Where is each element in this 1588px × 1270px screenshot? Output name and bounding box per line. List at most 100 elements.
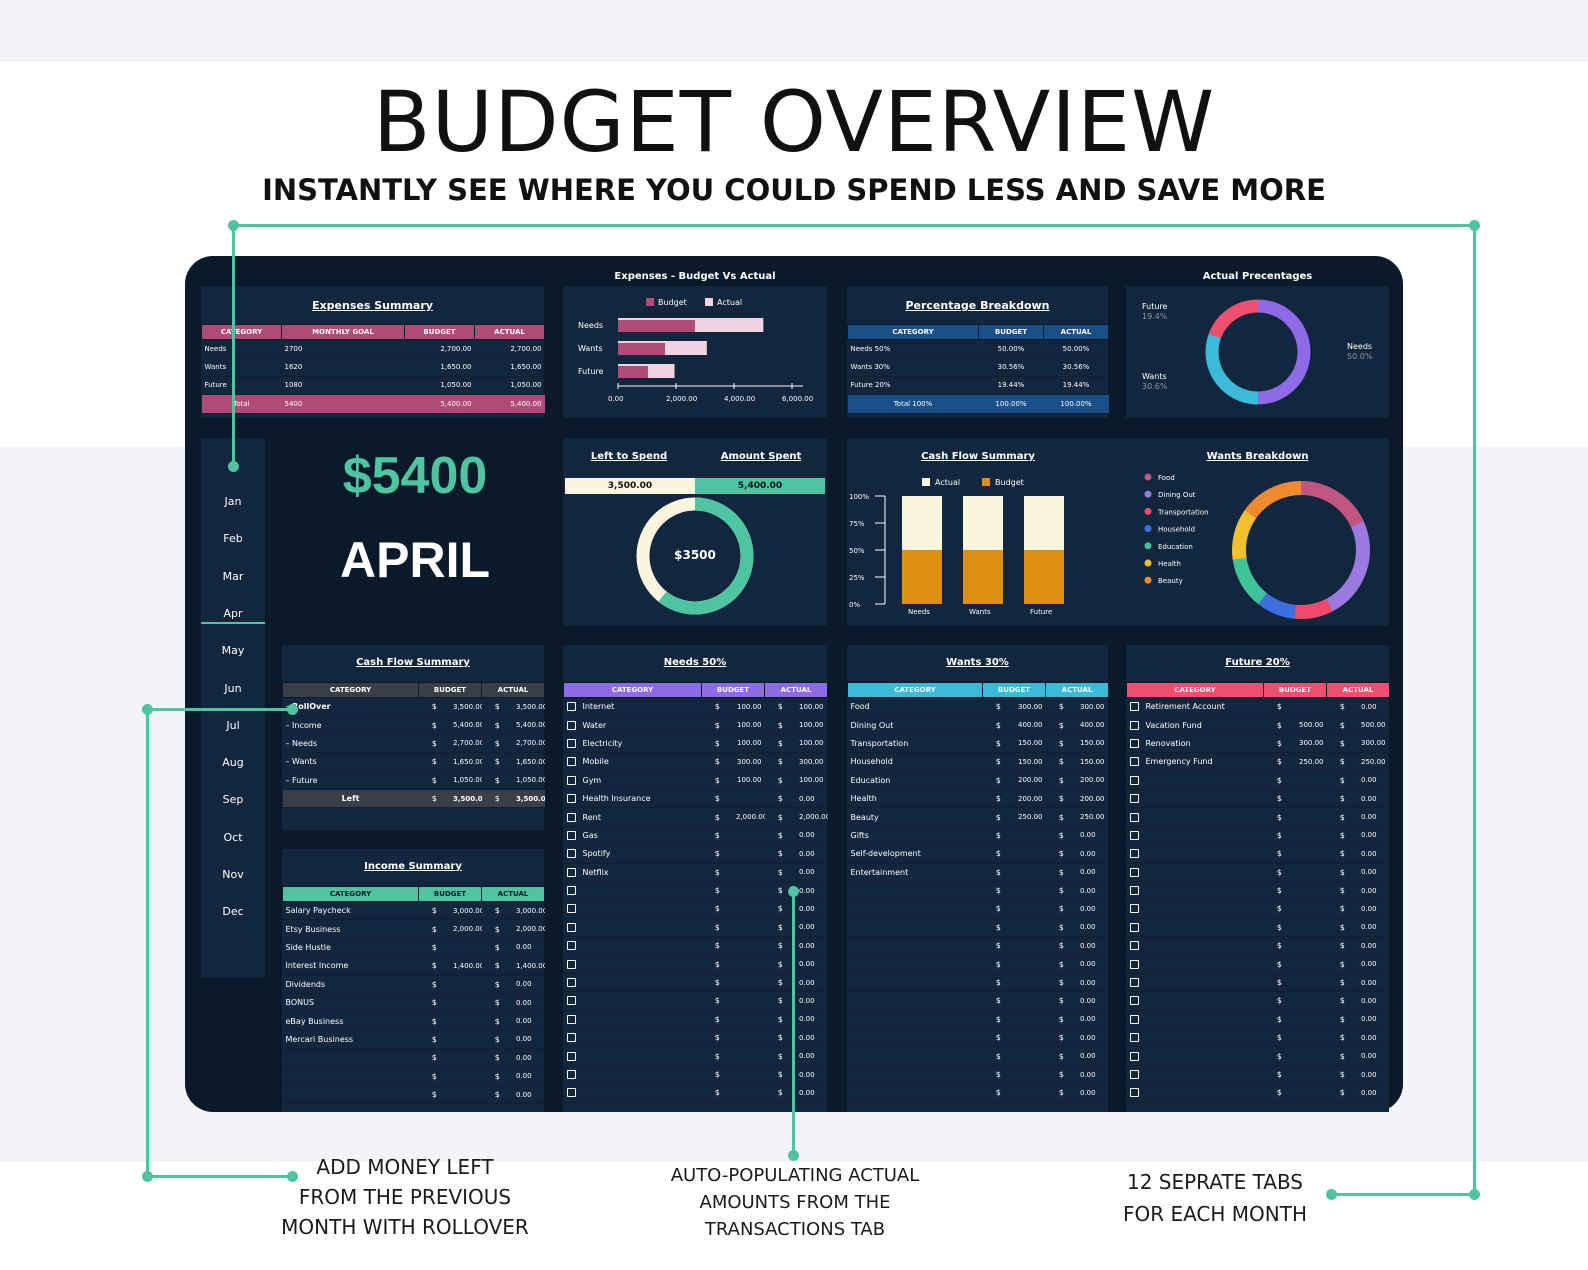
category-label: Mercari Business (285, 1034, 354, 1044)
month-tab-apr[interactable]: Apr (201, 607, 265, 624)
row-checkbox[interactable] (1129, 1033, 1139, 1043)
table-total-row: Total 5400 5,400.00 5,400.00 (201, 394, 545, 414)
row-checkbox[interactable] (1129, 1014, 1139, 1024)
row-checkbox[interactable] (1129, 849, 1139, 859)
category-cell: – Future (282, 771, 419, 790)
month-tab-jul[interactable]: Jul (226, 718, 240, 732)
row-checkbox[interactable] (566, 702, 576, 712)
row-checkbox[interactable] (1129, 941, 1139, 951)
row-checkbox[interactable] (1129, 1070, 1139, 1079)
currency-sign: $ (1263, 752, 1295, 772)
month-tab-sep[interactable]: Sep (222, 793, 244, 807)
row-checkbox[interactable] (1129, 867, 1139, 877)
row-checkbox[interactable] (1129, 922, 1139, 932)
row-checkbox[interactable] (566, 812, 576, 822)
table-row: Wants 30% 30.56% 30.56% (847, 357, 1109, 377)
table-row: $ $0.00 (282, 1085, 545, 1105)
currency-sign: $ (1263, 899, 1295, 919)
currency-sign: $ (764, 1028, 796, 1048)
actual-cell: 0.00 (1358, 771, 1390, 790)
row-checkbox[interactable] (566, 959, 576, 969)
row-checkbox[interactable] (1129, 959, 1139, 969)
budget-cell: 100.00 (733, 715, 765, 735)
actual-cell: 0.00 (1077, 899, 1109, 919)
row-checkbox[interactable] (566, 738, 576, 748)
currency-sign: $ (481, 752, 513, 772)
month-tab-aug[interactable]: Aug (222, 756, 244, 770)
category-cell (563, 1046, 702, 1066)
row-checkbox[interactable] (566, 904, 576, 914)
callout-line: MONTH WITH ROLLOVER (281, 1215, 529, 1239)
legend-dot (1144, 559, 1152, 567)
row-checkbox[interactable] (566, 996, 576, 1006)
currency-sign: $ (481, 1011, 513, 1031)
row-checkbox[interactable] (1129, 1088, 1139, 1098)
row-checkbox[interactable] (1129, 904, 1139, 914)
row-checkbox[interactable] (566, 978, 576, 988)
budget-cell (733, 1010, 765, 1030)
currency-sign: $ (701, 1010, 733, 1030)
page-title: BUDGET OVERVIEW (372, 73, 1216, 171)
budget-cell: 200.00 (1014, 789, 1046, 809)
row-checkbox[interactable] (1129, 757, 1139, 767)
month-tab-may[interactable]: May (221, 644, 245, 658)
row-checkbox[interactable] (1129, 794, 1139, 804)
actual-cell: 0.00 (513, 938, 545, 958)
currency-sign: $ (481, 715, 513, 735)
row-checkbox[interactable] (566, 1051, 576, 1061)
row-checkbox[interactable] (1129, 702, 1139, 712)
row-checkbox[interactable] (566, 1088, 576, 1098)
row-checkbox[interactable] (1129, 720, 1139, 730)
actual-percentages-donut (1205, 299, 1311, 405)
row-checkbox[interactable] (1129, 1051, 1139, 1061)
category-label: Needs (292, 738, 318, 748)
category-cell: Renovation (1126, 734, 1264, 754)
actual-cell: 0.00 (1077, 881, 1109, 901)
row-checkbox[interactable] (566, 1014, 576, 1024)
row-checkbox[interactable] (566, 886, 576, 896)
actual-cell: 0.00 (513, 1048, 545, 1068)
row-checkbox[interactable] (1129, 738, 1139, 748)
row-checkbox[interactable] (566, 849, 576, 859)
row-checkbox[interactable] (1129, 812, 1139, 822)
month-tab-dec[interactable]: Dec (222, 905, 244, 919)
table-row: Future 20% 19.44% 19.44% (847, 376, 1109, 396)
currency-sign: $ (764, 826, 796, 846)
row-checkbox[interactable] (566, 867, 576, 877)
row-checkbox[interactable] (566, 757, 576, 767)
row-checkbox[interactable] (1129, 996, 1139, 1006)
budget-cell: 5,400.00 (450, 715, 482, 735)
table-cell: 1,650.00 (404, 357, 475, 377)
month-tab-jun[interactable]: Jun (224, 681, 242, 695)
row-checkbox[interactable] (566, 830, 576, 840)
row-checkbox[interactable] (1129, 830, 1139, 840)
row-checkbox[interactable] (566, 794, 576, 804)
row-checkbox[interactable] (566, 941, 576, 951)
actual-cell: 0.00 (796, 918, 828, 938)
legend-label: Health (1158, 560, 1181, 568)
ap-pct-wants: 30.6% (1142, 382, 1168, 391)
month-tab-jan[interactable]: Jan (224, 495, 242, 508)
category-cell: Etsy Business (282, 919, 419, 939)
row-checkbox[interactable] (566, 775, 576, 785)
row-checkbox[interactable] (566, 1033, 576, 1043)
budget-cell (1014, 1065, 1046, 1085)
actual-cell: 100.00 (796, 697, 828, 717)
budget-cell (733, 881, 765, 901)
row-checkbox[interactable] (1129, 978, 1139, 988)
row-checkbox[interactable] (566, 1070, 576, 1079)
row-checkbox[interactable] (1129, 775, 1139, 785)
row-checkbox[interactable] (1129, 886, 1139, 896)
table-cell: 1,050.00 (404, 376, 475, 396)
category-cell: – RollOver (282, 697, 419, 717)
month-tab-mar[interactable]: Mar (222, 569, 244, 583)
month-tab-feb[interactable]: Feb (223, 532, 243, 546)
month-tab-nov[interactable]: Nov (222, 868, 244, 881)
currency-sign: $ (1045, 697, 1077, 717)
row-checkbox[interactable] (566, 922, 576, 932)
month-tab-oct[interactable]: Oct (223, 830, 243, 844)
table-row: $ $0.00 (1126, 826, 1390, 846)
table-header-row: CATEGORY BUDGET ACTUAL (282, 682, 545, 698)
row-checkbox[interactable] (566, 720, 576, 730)
